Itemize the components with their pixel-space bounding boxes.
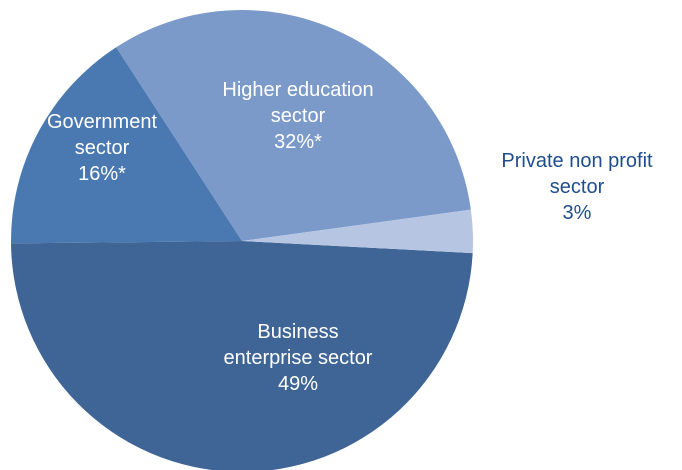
pie-slice: [242, 209, 473, 254]
slice-labels: Business enterprise sector 49% Government se…: [47, 79, 653, 395]
slice-label: Higher education sector 32%*: [222, 79, 373, 153]
slice-label-line: Government: [47, 111, 157, 133]
pie-slice: [11, 241, 473, 470]
pie-slice: [10, 47, 243, 244]
pie-slice: [116, 10, 471, 241]
slice-label-line: sector: [550, 176, 605, 198]
slice-label-line: 32%*: [274, 131, 322, 153]
slice-label-line: Business: [257, 321, 338, 343]
slice-label-line: 49%: [278, 373, 318, 395]
slice-label: Government sector 16%*: [47, 111, 157, 185]
slice-label-line: sector: [75, 137, 130, 159]
slice-label-line: Private non profit: [501, 150, 653, 172]
slice-label-line: Higher education: [222, 79, 373, 101]
slice-label-line: enterprise sector: [224, 347, 373, 369]
slice-label: Private non profit sector 3%: [501, 150, 653, 224]
slice-label-line: sector: [271, 105, 326, 127]
slice-label-line: 16%*: [78, 163, 126, 185]
slice-label: Business enterprise sector 49%: [224, 321, 373, 395]
slice-label-line: 3%: [563, 202, 592, 224]
pie-slices: [10, 10, 473, 470]
